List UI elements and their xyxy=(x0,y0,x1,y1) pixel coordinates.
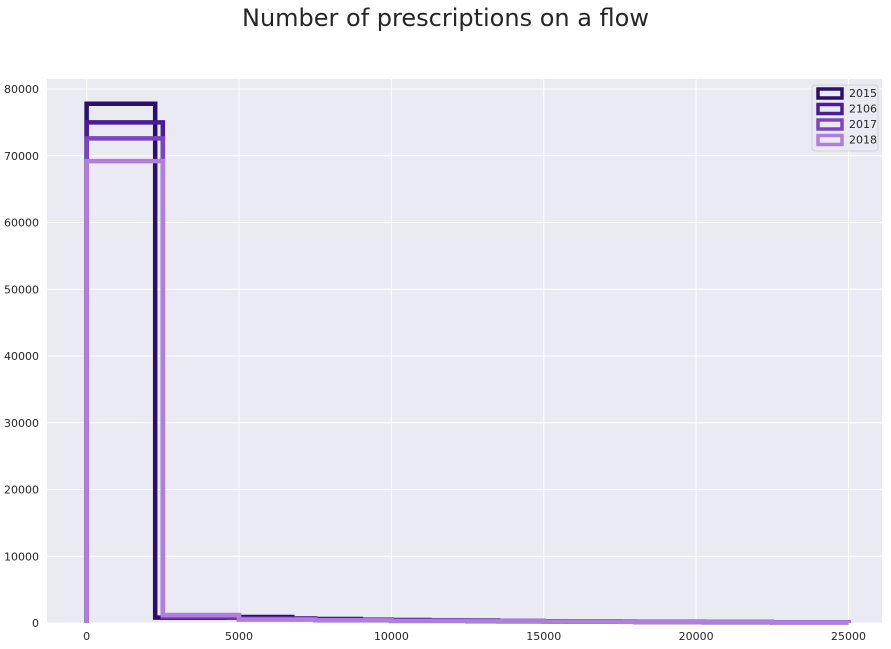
series-2018 xyxy=(84,158,851,625)
x-tick-label: 10000 xyxy=(374,630,409,643)
legend-label-2017: 2017 xyxy=(849,118,877,131)
y-tick-label: 70000 xyxy=(4,150,39,163)
y-tick-label: 40000 xyxy=(4,350,39,363)
legend-swatch-2018 xyxy=(816,133,844,147)
x-tick-label: 0 xyxy=(83,630,90,643)
legend-swatch-2106 xyxy=(816,102,844,116)
legend-label-2015: 2015 xyxy=(849,87,877,100)
x-tick-label: 5000 xyxy=(225,630,253,643)
y-tick-label: 60000 xyxy=(4,217,39,230)
x-tick-label: 20000 xyxy=(679,630,714,643)
chart-title: Number of prescriptions on a flow xyxy=(241,4,649,32)
legend-swatch-2015 xyxy=(816,87,844,100)
y-axis-ticks: 0 10000 20000 30000 40000 50000 60000 70000 8000… xyxy=(4,83,39,630)
x-tick-label: 25000 xyxy=(831,630,866,643)
legend: 2015 2106 2017 2018 xyxy=(811,84,879,152)
y-tick-label: 0 xyxy=(32,617,39,630)
x-tick-label: 15000 xyxy=(526,630,561,643)
y-tick-label: 10000 xyxy=(4,550,39,563)
x-axis-ticks: 0 5000 10000 15000 20000 25000 xyxy=(83,630,866,643)
series-layer xyxy=(84,101,851,625)
legend-label-2106: 2106 xyxy=(849,103,877,116)
legend-swatch-2017 xyxy=(816,118,844,131)
y-tick-label: 20000 xyxy=(4,484,39,497)
y-tick-label: 50000 xyxy=(4,283,39,296)
plot-area xyxy=(47,79,882,623)
histogram-step-2018 xyxy=(84,158,851,625)
legend-label-2018: 2018 xyxy=(849,134,877,147)
y-tick-label: 80000 xyxy=(4,83,39,96)
grid-lines xyxy=(47,79,882,624)
y-tick-label: 30000 xyxy=(4,417,39,430)
